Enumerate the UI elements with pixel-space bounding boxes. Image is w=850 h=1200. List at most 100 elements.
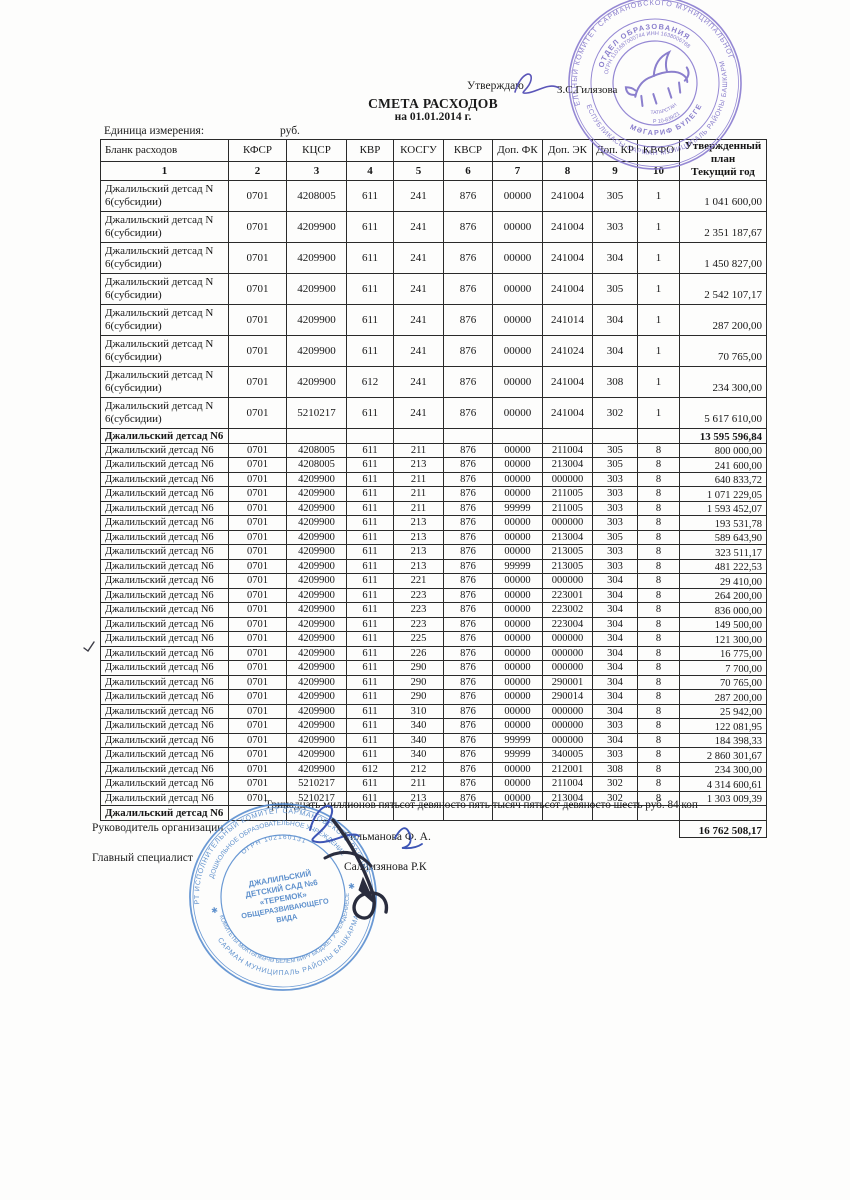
cell-label: Джалильский детсад N6 [100,457,229,473]
cell-code: 00000 [492,703,543,720]
cell-code: 212 [393,761,444,778]
cell-code: 304 [592,631,638,647]
cell-code: 211 [393,471,444,488]
table-row: Джалильский детсад N6 0701 4209900 611 290 87… [100,674,767,691]
cell-code: 00000 [492,241,543,274]
cell-code: 304 [592,645,638,662]
cell-code: 611 [346,689,394,705]
cell-code: 00000 [492,303,543,336]
cell-code: 0701 [228,544,287,560]
cell-code: 241 [393,272,444,305]
cell-code: 0701 [228,718,287,734]
table-row: Джалильский детсад N6 0701 5210217 611 211 87… [100,776,767,792]
cell-amount: 2 351 187,67 [679,210,767,243]
cell-code: 8 [637,761,680,778]
cell-amount: 4 314 600,61 [679,776,767,792]
table-row: Джалильский детсад N6 0701 4209900 611 225 87… [100,631,767,647]
cell-label: Джалильский детсад N 6(субсидии) [100,334,229,367]
cell-code: 611 [346,703,394,720]
cell-code: 4209900 [286,689,347,705]
cell-code: 000000 [542,631,593,647]
cell-code: 5210217 [286,776,347,792]
cell-code: 304 [592,303,638,336]
cell-code: 00000 [492,761,543,778]
cell-code: 0701 [228,529,287,546]
table-header-row: Бланк расходов КФСР КЦСР КВР КОСГУ КВСР … [100,139,767,181]
cell-code: 0701 [228,689,287,705]
cell-code: 4209900 [286,272,347,305]
cell-label: Джалильский детсад N6 [100,442,229,459]
col-number: 6 [443,160,493,181]
cell-code: 876 [443,486,493,502]
cell-code: 611 [346,529,394,546]
cell-code: 0701 [228,303,287,336]
cell-code: 876 [443,732,493,749]
cell-code: 611 [346,631,394,647]
cell-code: 241004 [542,210,593,243]
cell-code: 241014 [542,303,593,336]
cell-code: 876 [443,573,493,589]
cell-code: 305 [592,457,638,473]
cell-code: 00000 [492,587,543,604]
cell-code: 8 [637,689,680,705]
cell-amount: 287 200,00 [679,689,767,705]
cell-code: 4209900 [286,544,347,560]
cell-code: 611 [346,645,394,662]
cell-code: 4209900 [286,573,347,589]
cell-code: 000000 [542,660,593,676]
cell-code: 0701 [228,631,287,647]
cell-code: 241 [393,396,444,429]
margin-mark [83,641,95,653]
cell-label: Джалильский детсад N6 [100,631,229,647]
cell-code: 00000 [492,660,543,676]
cell-code: 304 [592,241,638,274]
cell-code: 0701 [228,396,287,429]
cell-code [637,427,680,444]
cell-code: 611 [346,587,394,604]
cell-code: 00000 [492,471,543,488]
cell-code: 4209900 [286,529,347,546]
cell-code: 290 [393,660,444,676]
cell-amount: 70 765,00 [679,334,767,367]
cell-code: 303 [592,471,638,488]
cell-code: 241 [393,334,444,367]
cell-code: 4209900 [286,761,347,778]
cell-code: 876 [443,761,493,778]
cell-code: 8 [637,573,680,589]
col-number: 3 [286,160,347,181]
cell-code: 876 [443,558,493,575]
cell-code: 241024 [542,334,593,367]
col-header: Бланк расходов [100,139,229,162]
cell-code: 876 [443,241,493,274]
grand-total-row: 16 762 508,17 [101,820,767,839]
cell-code: 0701 [228,334,287,367]
cell-code: 305 [592,529,638,546]
document-title: СМЕТА РАСХОДОВ [368,96,498,111]
col-header: КВР [346,139,394,162]
cell-amount: 5 617 610,00 [679,396,767,429]
cell-code: 4209900 [286,500,347,517]
cell-code: 0701 [228,573,287,589]
cell-code: 213 [393,515,444,531]
cell-label: Джалильский детсад N6 [100,703,229,720]
cell-code: 304 [592,689,638,705]
cell-code: 211004 [542,776,593,792]
cell-code: 00000 [492,645,543,662]
cell-code: 00000 [492,486,543,502]
cell-label: Джалильский детсад N6 [100,718,229,734]
cell-code [443,427,493,444]
cell-code: 241 [393,241,444,274]
cell-code: 304 [592,616,638,633]
cell-code: 611 [346,515,394,531]
table-row: Джалильский детсад N 6(субсидии) 0701 4209… [100,272,767,305]
cell-code: 876 [443,587,493,604]
cell-code: 611 [346,616,394,633]
cell-label: Джалильский детсад N6 [100,776,229,792]
cell-code: 304 [592,660,638,676]
grand-total-amount: 16 762 508,17 [679,820,767,839]
cell-code: 0701 [228,486,287,502]
cell-code: 0701 [228,703,287,720]
table-row: Джалильский детсад N 6(субсидии) 0701 4209… [100,241,767,274]
cell-code: 0701 [228,747,287,763]
